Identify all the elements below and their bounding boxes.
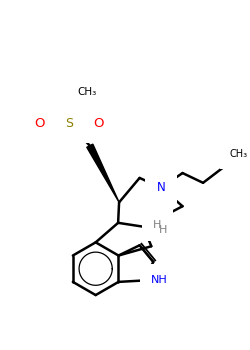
Text: H: H [159, 225, 168, 235]
Text: O: O [34, 117, 45, 130]
Text: CH₃: CH₃ [77, 87, 96, 97]
Text: N: N [157, 181, 166, 194]
Polygon shape [144, 227, 156, 232]
Text: H: H [153, 220, 162, 230]
Text: NH: NH [151, 275, 168, 286]
Text: O: O [94, 117, 104, 130]
Text: S: S [65, 117, 73, 130]
Text: CH₃: CH₃ [230, 149, 248, 159]
Polygon shape [87, 144, 119, 202]
